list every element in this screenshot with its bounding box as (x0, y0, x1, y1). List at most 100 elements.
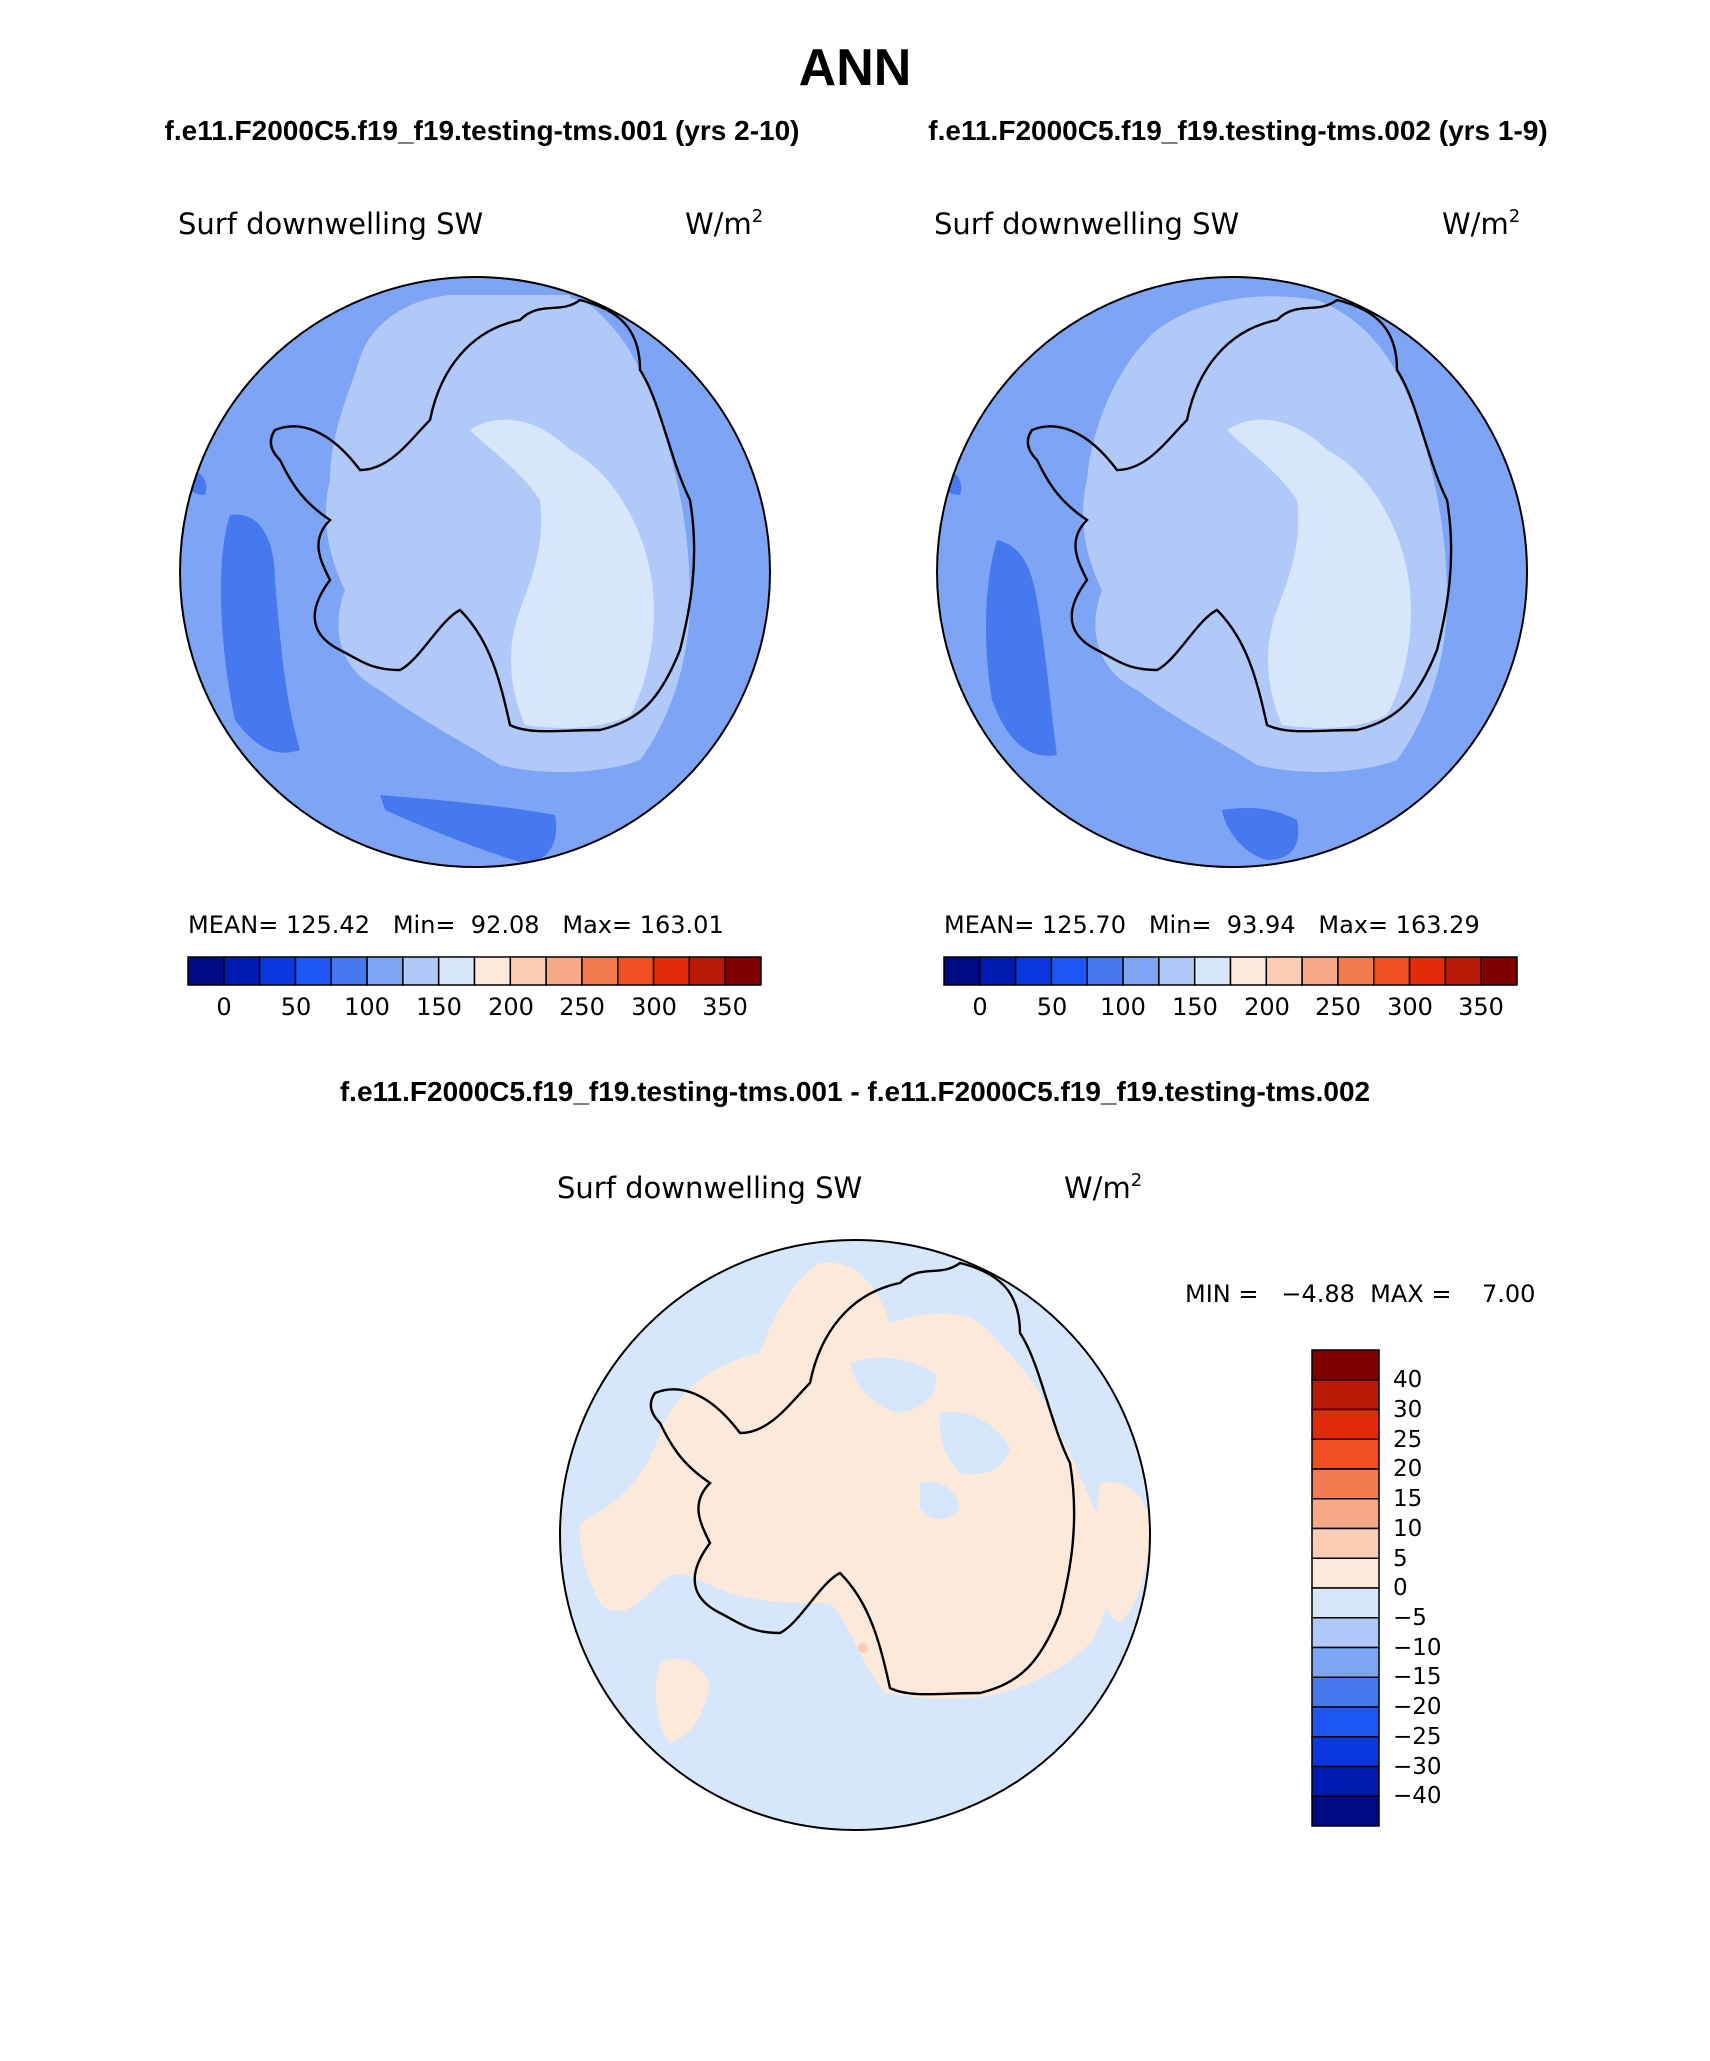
panel-1-map-border (179, 276, 771, 868)
colorbar-swatch (581, 956, 619, 986)
panel-1-variable: Surf downwelling SW (178, 207, 483, 241)
panel-1-stats: MEAN= 125.42 Min= 92.08 Max= 163.01 (188, 911, 724, 939)
colorbar-tick-label: −5 (1393, 1605, 1427, 1631)
colorbar-swatch (1311, 1438, 1380, 1470)
diff-title: f.e11.F2000C5.f19_f19.testing-tms.001 - … (340, 1076, 1370, 1107)
colorbar-swatch (617, 956, 655, 986)
colorbar-swatch (509, 956, 547, 986)
colorbar-swatch (1408, 956, 1447, 986)
panel-1-colorbar (187, 956, 762, 986)
colorbar-tick-label: 200 (488, 993, 534, 1021)
colorbar-swatch (1444, 956, 1482, 986)
colorbar-swatch (1311, 1765, 1380, 1797)
panel-2-map-border (936, 276, 1528, 868)
diff-panel: f.e11.F2000C5.f19_f19.testing-tms.001 - … (340, 1076, 1535, 1831)
colorbar-swatch (1311, 1617, 1380, 1649)
dark-sw-band-south (380, 795, 557, 863)
colorbar-swatch (402, 956, 440, 986)
colorbar-tick-label: −25 (1393, 1724, 1442, 1750)
panel-2-case-title: f.e11.F2000C5.f19_f19.testing-tms.002 (y… (928, 115, 1547, 146)
colorbar-swatch (473, 956, 512, 986)
colorbar-swatch (1265, 956, 1303, 986)
diff-minmax: MIN = −4.88 MAX = 7.00 (1185, 1280, 1535, 1308)
panel-2: Surf downwelling SW W/m2 MEAN= 125.70 Mi… (934, 206, 1528, 1021)
colorbar-swatch (223, 956, 261, 986)
colorbar-tick-label: 0 (972, 993, 987, 1021)
colorbar-swatch (1480, 956, 1518, 986)
colorbar-swatch (545, 956, 583, 986)
diff-negative-patch-2 (939, 1412, 1010, 1475)
colorbar-tick-label: 25 (1393, 1427, 1422, 1453)
colorbar-swatch (1158, 956, 1196, 986)
colorbar-tick-label: 300 (631, 993, 677, 1021)
colorbar-swatch (1311, 1527, 1380, 1559)
page-title: ANN (799, 39, 912, 97)
colorbar-tick-label: 50 (281, 993, 312, 1021)
panel-2-units: W/m2 (1442, 206, 1520, 241)
colorbar-swatch (1311, 1676, 1380, 1708)
panel-1-polar-map (180, 277, 770, 867)
colorbar-swatch (1122, 956, 1160, 986)
panel-1-colorbar-labels: 0 50 100 150 200 250 300 350 (216, 993, 748, 1021)
colorbar-swatch (1311, 1795, 1380, 1827)
colorbar-swatch (652, 956, 691, 986)
colorbar-swatch (187, 956, 225, 986)
colorbar-swatch (1050, 956, 1088, 986)
colorbar-swatch (1014, 956, 1053, 986)
colorbar-swatch (1301, 956, 1339, 986)
colorbar-swatch (1311, 1379, 1380, 1411)
diff-polar-map (560, 1240, 1150, 1830)
colorbar-swatch (688, 956, 726, 986)
dark-sw-band-south (1222, 808, 1299, 860)
colorbar-swatch (258, 956, 297, 986)
dark-sw-band-west (220, 514, 300, 753)
colorbar-swatch (1311, 1587, 1380, 1619)
colorbar-swatch (1337, 956, 1375, 986)
colorbar-tick-label: 150 (416, 993, 462, 1021)
colorbar-tick-label: 250 (1315, 993, 1361, 1021)
colorbar-tick-label: 100 (344, 993, 390, 1021)
colorbar-tick-label: 50 (1037, 993, 1068, 1021)
colorbar-tick-label: 15 (1393, 1486, 1422, 1512)
colorbar-tick-label: 250 (559, 993, 605, 1021)
diff-positive-patch-east (1094, 1482, 1150, 1623)
panel-2-colorbar (943, 956, 1518, 986)
colorbar-tick-label: 0 (1393, 1575, 1408, 1601)
panel-2-polar-map (937, 277, 1527, 867)
colorbar-swatch (1311, 1498, 1380, 1530)
panel-1-units: W/m2 (685, 206, 763, 241)
panel-2-variable: Surf downwelling SW (934, 207, 1239, 241)
colorbar-tick-label: 350 (702, 993, 748, 1021)
colorbar-swatch (1086, 956, 1124, 986)
colorbar-tick-label: 0 (216, 993, 231, 1021)
colorbar-swatch (1311, 1736, 1380, 1768)
colorbar-tick-label: 350 (1458, 993, 1504, 1021)
colorbar-swatch (1193, 956, 1232, 986)
colorbar-swatch (1311, 1706, 1380, 1738)
colorbar-tick-label: −30 (1393, 1754, 1442, 1780)
colorbar-swatch (1311, 1349, 1380, 1381)
colorbar-swatch (724, 956, 762, 986)
diff-positive-region (579, 1262, 1109, 1699)
colorbar-swatch (1373, 956, 1411, 986)
colorbar-tick-label: 20 (1393, 1456, 1422, 1482)
colorbar-swatch (1311, 1468, 1380, 1500)
colorbar-tick-label: 100 (1100, 993, 1146, 1021)
panel-1-case-title: f.e11.F2000C5.f19_f19.testing-tms.001 (y… (165, 115, 800, 146)
diff-negative-patch-3 (920, 1481, 960, 1520)
colorbar-swatch (943, 956, 981, 986)
colorbar-swatch (1229, 956, 1268, 986)
colorbar-swatch (1311, 1408, 1380, 1440)
colorbar-tick-label: −20 (1393, 1694, 1442, 1720)
colorbar-tick-label: 10 (1393, 1516, 1422, 1542)
diff-hot-spot (858, 1643, 868, 1653)
diff-variable: Surf downwelling SW (557, 1171, 862, 1205)
diff-colorbar (1311, 1349, 1380, 1827)
colorbar-tick-label: 200 (1244, 993, 1290, 1021)
diff-colorbar-labels: 40 30 25 20 15 10 5 0 −5 −10 −15 −20 −25… (1393, 1367, 1442, 1809)
diff-positive-patch-south (655, 1659, 710, 1743)
colorbar-swatch (294, 956, 332, 986)
colorbar-tick-label: 150 (1172, 993, 1218, 1021)
interior-high-sw (1227, 419, 1411, 728)
